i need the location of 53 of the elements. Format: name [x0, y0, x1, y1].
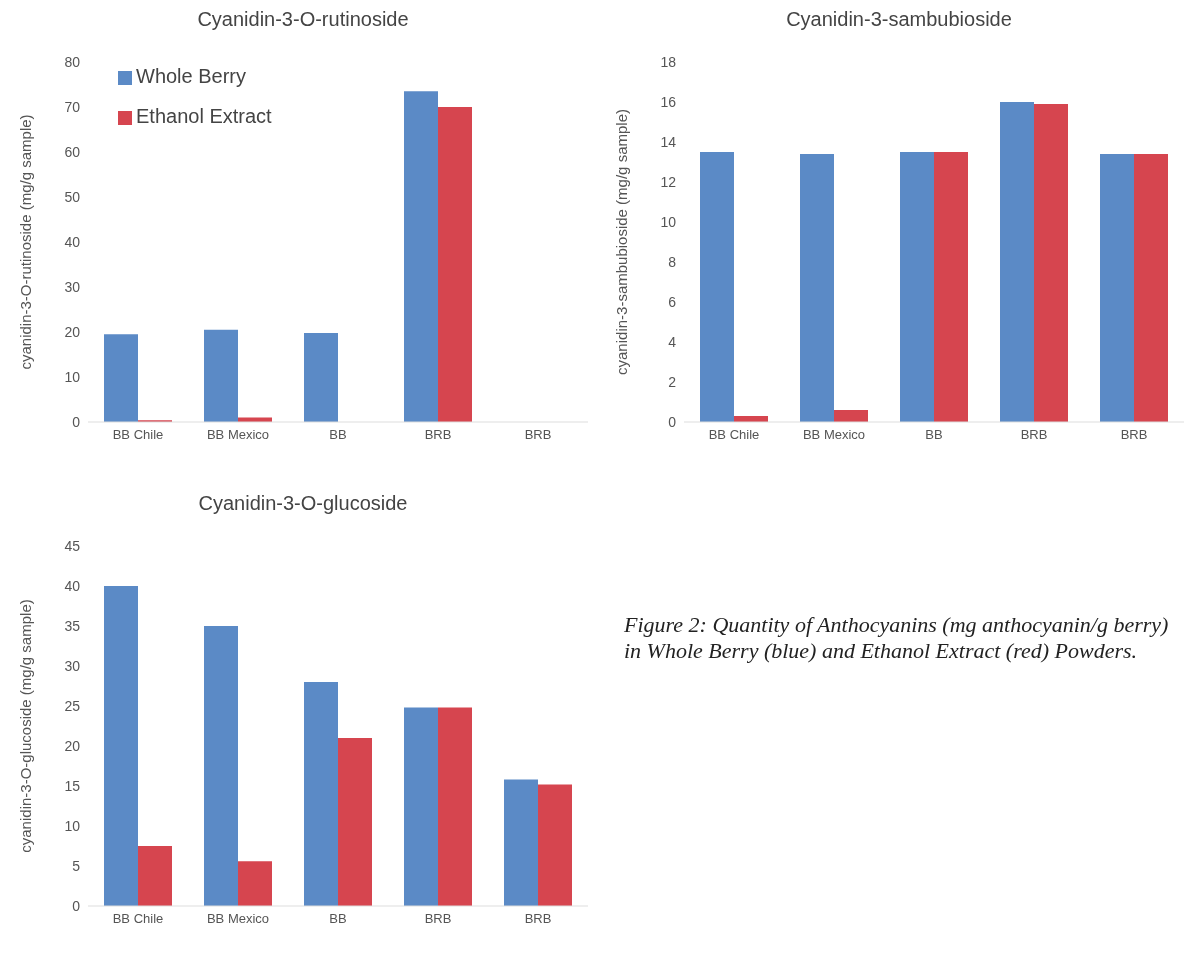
- y-tick-label: 20: [64, 323, 81, 340]
- y-tick-label: 45: [64, 537, 81, 554]
- y-tick-label: 5: [72, 857, 81, 874]
- x-tick-label: BB Mexico: [802, 427, 866, 443]
- y-tick-label: 10: [64, 817, 81, 834]
- chart-title: Cyanidin-3-O-rutinoside: [196, 8, 410, 32]
- x-tick-label: BB Mexico: [206, 427, 270, 443]
- y-tick-label: 0: [668, 413, 677, 430]
- chart-title: Cyanidin-3-O-glucoside: [197, 492, 409, 516]
- y-tick-label: 25: [64, 697, 81, 714]
- y-tick-label: 80: [64, 53, 81, 70]
- x-tick-label: BB: [329, 911, 347, 927]
- y-tick-label: 14: [660, 133, 677, 150]
- x-tick-label: BRB: [424, 427, 452, 443]
- x-tick-label: BB: [925, 427, 943, 443]
- chart-title: Cyanidin-3-sambubioside: [785, 8, 1013, 32]
- y-tick-label: 18: [660, 53, 677, 70]
- y-tick-label: 35: [64, 617, 81, 634]
- y-tick-label: 40: [64, 577, 81, 594]
- x-tick-label: BRB: [524, 427, 552, 443]
- y-tick-label: 4: [668, 333, 677, 350]
- legend-label: Ethanol Extract: [136, 105, 272, 127]
- x-tick-label: BRB: [524, 911, 552, 927]
- x-tick-label: BB: [329, 427, 347, 443]
- y-axis-title: cyanidin-3-sambubioside (mg/g sample): [613, 109, 631, 375]
- y-tick-label: 10: [660, 213, 677, 230]
- caption: Figure 2: Quantity of Anthocyanins (mg anthocyanin/g berry) in Whole Berry (blue) and Ethanol Extract (red) Powders.: [623, 611, 1170, 665]
- y-tick-label: 16: [660, 93, 677, 110]
- y-tick-label: 15: [64, 777, 81, 794]
- x-tick-label: BB Chile: [708, 427, 760, 443]
- y-tick-label: 70: [64, 98, 81, 115]
- legend-label: Whole Berry: [136, 65, 247, 87]
- y-axis-title: cyanidin-3-O-glucoside (mg/g sample): [17, 599, 35, 853]
- x-tick-label: BRB: [1020, 427, 1048, 443]
- x-tick-label: BB Chile: [112, 427, 164, 443]
- y-tick-label: 8: [668, 253, 677, 270]
- y-tick-label: 30: [64, 657, 81, 674]
- y-tick-label: 20: [64, 737, 81, 754]
- x-tick-label: BB Mexico: [206, 911, 270, 927]
- y-tick-label: 40: [64, 233, 81, 250]
- y-axis-title: cyanidin-3-O-rutinoside (mg/g sample): [17, 114, 35, 370]
- y-tick-label: 0: [72, 897, 81, 914]
- y-tick-label: 2: [668, 373, 677, 390]
- y-tick-label: 6: [668, 293, 677, 310]
- x-tick-label: BB Chile: [112, 911, 164, 927]
- x-tick-label: BRB: [1120, 427, 1148, 443]
- y-tick-label: 0: [72, 413, 81, 430]
- y-tick-label: 30: [64, 278, 81, 295]
- y-tick-label: 60: [64, 143, 81, 160]
- y-tick-label: 10: [64, 368, 81, 385]
- y-tick-label: 12: [660, 173, 677, 190]
- x-tick-label: BRB: [424, 911, 452, 927]
- y-tick-label: 50: [64, 188, 81, 205]
